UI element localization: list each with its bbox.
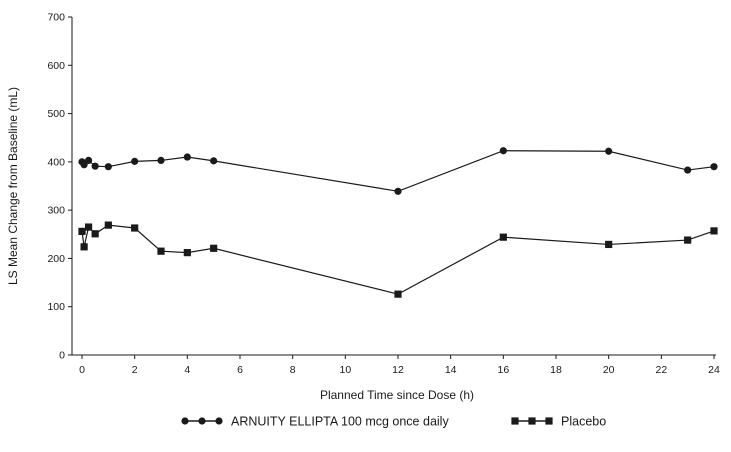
data-point-arnuity (210, 157, 218, 165)
x-axis-title: Planned Time since Dose (h) (320, 388, 474, 402)
data-point-arnuity (684, 166, 692, 174)
data-point-arnuity (91, 162, 99, 170)
series-line-placebo (81, 224, 715, 295)
data-point-placebo (710, 227, 718, 235)
y-tick-label: 700 (47, 12, 65, 24)
data-point-placebo (78, 227, 86, 235)
data-point-placebo (104, 221, 112, 229)
legend: ARNUITY ELLIPTA 100 mcg once daily Placeb… (181, 415, 606, 429)
data-point-arnuity (84, 156, 93, 165)
series-line-arnuity (81, 150, 715, 192)
legend-marker (545, 417, 553, 425)
x-tick-label: 2 (132, 364, 138, 376)
data-point-placebo (394, 290, 402, 298)
y-tick-label: 500 (47, 108, 65, 120)
legend-marker (511, 417, 519, 425)
legend-item-arnuity: ARNUITY ELLIPTA 100 mcg once daily (181, 415, 449, 429)
data-point-placebo (80, 243, 88, 251)
legend-marker (181, 417, 189, 425)
y-tick-label: 0 (59, 350, 65, 362)
x-tick-label: 18 (550, 364, 562, 376)
data-point-arnuity (605, 147, 613, 155)
data-point-arnuity (131, 157, 139, 165)
x-tick-label: 10 (339, 364, 351, 376)
y-tick-label: 100 (47, 301, 65, 313)
y-axis-title: LS Mean Change from Baseline (mL) (6, 87, 20, 285)
x-tick-label: 12 (392, 364, 404, 376)
x-tick-label: 14 (445, 364, 457, 376)
data-point-arnuity (499, 147, 507, 155)
x-tick-label: 20 (603, 364, 615, 376)
legend-marker (215, 417, 223, 425)
data-point-placebo (210, 244, 218, 252)
x-tick-label: 6 (237, 364, 243, 376)
series-arnuity (78, 147, 718, 195)
x-tick-label: 0 (79, 364, 85, 376)
data-point-placebo (684, 236, 692, 244)
data-point-arnuity (710, 163, 718, 171)
y-tick-label: 200 (47, 253, 65, 265)
data-point-placebo (499, 233, 507, 241)
y-tick-label: 600 (47, 60, 65, 72)
data-point-placebo (84, 223, 93, 231)
series-layer (78, 147, 718, 298)
x-tick-label: 8 (290, 364, 296, 376)
data-point-arnuity (157, 156, 165, 165)
data-point-placebo (91, 230, 99, 238)
data-point-placebo (157, 247, 165, 255)
legend-label: ARNUITY ELLIPTA 100 mcg once daily (231, 415, 449, 429)
legend-marker (528, 417, 536, 425)
series-placebo (78, 221, 718, 298)
x-tick-label: 22 (655, 364, 667, 376)
data-point-arnuity (80, 161, 88, 169)
x-tick-label: 16 (497, 364, 509, 376)
data-point-placebo (131, 224, 139, 232)
data-point-arnuity (394, 187, 402, 195)
y-tick-label: 400 (47, 156, 65, 168)
data-point-placebo (605, 240, 613, 249)
data-point-arnuity (183, 153, 191, 161)
data-point-arnuity (104, 163, 112, 171)
data-point-placebo (183, 249, 191, 257)
y-tick-label: 300 (47, 205, 65, 217)
legend-item-placebo: Placebo (511, 415, 606, 429)
x-tick-label: 24 (708, 364, 720, 376)
legend-marker (198, 417, 206, 425)
legend-label: Placebo (561, 415, 606, 429)
x-tick-label: 4 (184, 364, 190, 376)
